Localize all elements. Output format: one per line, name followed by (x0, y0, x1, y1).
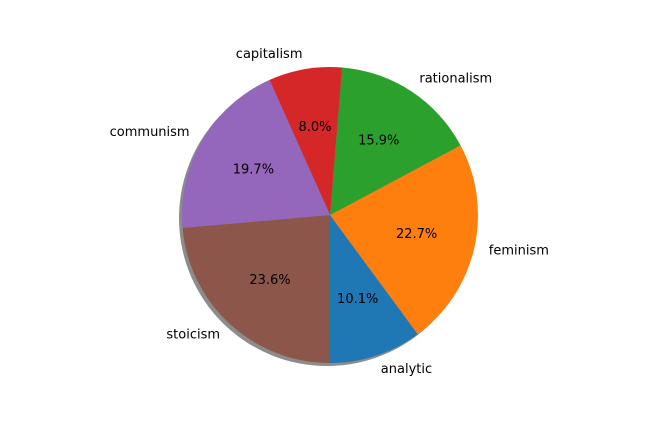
slice-label-communism: communism (110, 125, 190, 140)
pct-label-capitalism: 8.0% (298, 120, 331, 135)
pct-label-rationalism: 15.9% (358, 133, 399, 148)
slice-label-rationalism: rationalism (419, 71, 492, 86)
pct-label-feminism: 22.7% (396, 227, 437, 242)
slice-label-analytic: analytic (381, 362, 432, 377)
pct-label-stoicism: 23.6% (249, 273, 290, 288)
pie-slice-capitalism (269, 66, 343, 215)
pie-slice-analytic (330, 215, 418, 363)
pie-slice-stoicism (182, 215, 330, 363)
pct-label-communism: 19.7% (233, 163, 274, 178)
slice-label-capitalism: capitalism (236, 47, 303, 62)
slice-label-stoicism: stoicism (166, 328, 220, 343)
pie-slice-rationalism (330, 67, 461, 216)
pie-slice-feminism (330, 145, 478, 335)
slice-label-feminism: feminism (489, 244, 549, 259)
pie-slice-communism (181, 79, 330, 228)
pct-label-analytic: 10.1% (337, 292, 378, 307)
